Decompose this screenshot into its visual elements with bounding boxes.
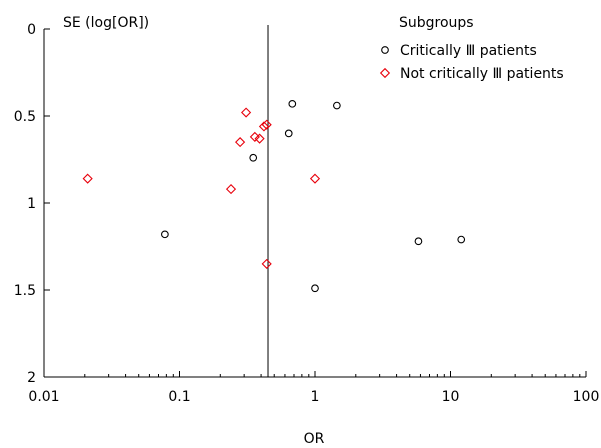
not-critically-ill-point	[309, 173, 321, 184]
y-tick-label: 0.5	[14, 109, 36, 125]
y-tick-label: 1.5	[14, 283, 36, 299]
data-points	[82, 99, 466, 293]
critically-ill-point	[414, 237, 423, 246]
critically-ill-point	[311, 284, 319, 293]
legend-label: Critically Ⅲ patients	[400, 43, 537, 59]
x-tick-label: 1	[311, 389, 320, 405]
y-tick-label: 2	[27, 370, 36, 386]
critically-ill-point	[161, 230, 169, 239]
critically-ill-point	[457, 235, 466, 244]
critically-ill-point	[288, 99, 297, 108]
critically-ill-point	[249, 153, 258, 162]
not-critically-ill-point	[249, 131, 260, 142]
legend: Subgroups Critically Ⅲ patients Not criti…	[379, 15, 564, 82]
not-critically-ill-point	[82, 173, 93, 184]
not-critically-ill-point	[261, 119, 272, 130]
axes: 0 0.5 1 1.5 2 0.01 0.1 1 10 100	[14, 22, 600, 405]
y-tick-label: 0	[27, 22, 36, 38]
x-tick-label: 100	[573, 389, 600, 405]
not-critically-ill-point	[225, 184, 237, 195]
not-critically-ill-point	[254, 133, 265, 144]
not-critically-ill-point	[241, 107, 252, 118]
x-tick-label: 10	[442, 389, 460, 405]
legend-label: Not critically Ⅲ patients	[400, 66, 564, 82]
not-critically-ill-point	[258, 121, 270, 132]
y-tick-label: 1	[27, 196, 36, 212]
not-critically-ill-point	[261, 258, 272, 269]
x-axis-title: OR	[304, 431, 325, 447]
legend-marker	[381, 46, 389, 54]
x-tick-label: 0.01	[28, 389, 59, 405]
critically-ill-point	[284, 129, 293, 138]
legend-marker	[379, 67, 391, 79]
critically-ill-point	[333, 101, 341, 110]
not-critically-ill-point	[235, 137, 246, 148]
legend-title: Subgroups	[399, 15, 474, 31]
x-tick-label: 0.1	[168, 389, 190, 405]
y-axis-title: SE (log[OR])	[63, 15, 149, 31]
